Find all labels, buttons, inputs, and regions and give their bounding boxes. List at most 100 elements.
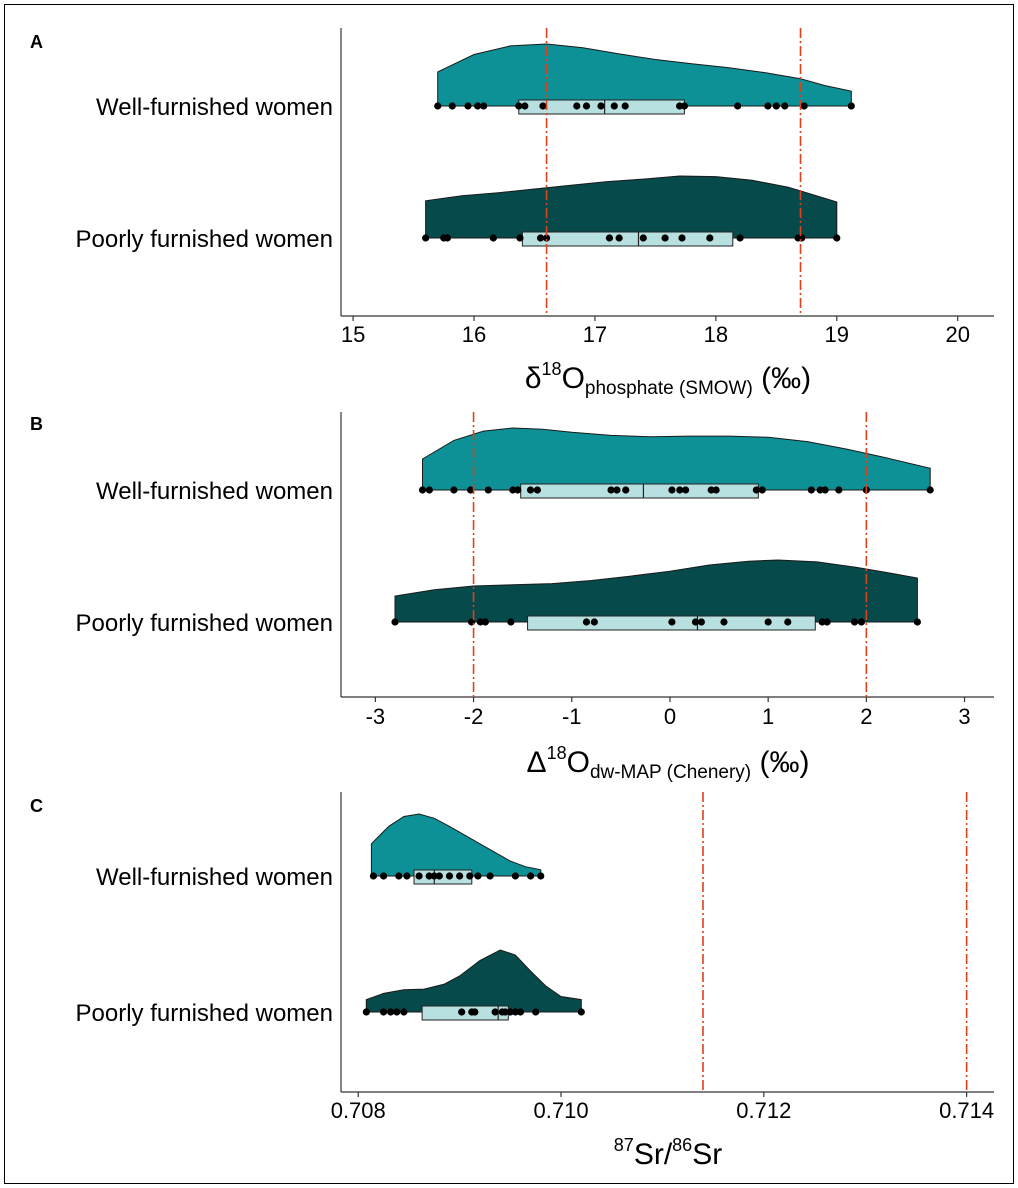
data-point — [781, 102, 789, 110]
data-point — [379, 872, 388, 880]
x-tick-label: -2 — [464, 704, 484, 729]
data-point — [736, 234, 744, 242]
data-point — [798, 234, 806, 242]
series-poorly-furnished — [391, 559, 922, 631]
panel-C: C 0.708 0.710 0.712 0.714 Well-furnished wome… — [30, 792, 994, 1171]
x-tick-label: 20 — [945, 322, 969, 347]
box-iqr — [520, 483, 759, 499]
data-point — [772, 102, 780, 110]
category-label: Well-furnished women — [96, 864, 333, 891]
data-point — [676, 486, 684, 494]
data-point — [425, 486, 433, 494]
data-point — [537, 872, 545, 880]
data-point — [615, 234, 623, 242]
data-point — [511, 1008, 520, 1016]
data-point — [481, 618, 489, 626]
x-tick-label: 0.714 — [939, 1098, 994, 1123]
panel-label: C — [30, 796, 43, 816]
data-point — [445, 872, 454, 880]
data-point — [764, 618, 772, 626]
data-point — [720, 618, 728, 626]
data-point — [764, 102, 772, 110]
data-point — [850, 618, 859, 626]
data-point — [362, 1008, 370, 1016]
data-point — [450, 486, 458, 494]
panel-label: B — [30, 414, 43, 434]
data-point — [622, 486, 630, 494]
data-point — [668, 486, 676, 494]
data-point — [521, 102, 529, 110]
series-poorly-furnished — [422, 175, 841, 247]
data-point — [400, 1008, 408, 1016]
x-axis-label: Δ18Odw-MAP (Chenery) (‰) — [527, 743, 810, 783]
x-tick-label: -1 — [562, 704, 582, 729]
x-tick-label: 18 — [704, 322, 728, 347]
data-point — [379, 1008, 388, 1016]
data-point — [734, 102, 742, 110]
data-point — [680, 102, 689, 110]
data-point — [610, 102, 618, 110]
panel-label: A — [30, 32, 43, 52]
x-axis-label: δ18Ophosphate (SMOW) (‰) — [525, 359, 811, 399]
x-axis-label: 87Sr/86Sr — [614, 1135, 722, 1171]
x-tick-label: 0 — [664, 704, 676, 729]
data-point — [682, 486, 690, 494]
data-point — [489, 234, 497, 242]
data-point — [582, 102, 591, 110]
series-well-furnished — [434, 43, 855, 115]
box-iqr — [521, 231, 734, 247]
data-point — [526, 486, 535, 494]
data-point — [536, 234, 545, 242]
category-label: Poorly furnished women — [76, 1000, 333, 1027]
data-point — [430, 872, 438, 880]
x-tick-label: 0.708 — [331, 1098, 386, 1123]
density-cloud — [370, 813, 542, 877]
data-point — [515, 102, 523, 110]
data-point — [697, 618, 705, 626]
data-point — [448, 102, 456, 110]
data-point — [613, 486, 621, 494]
data-point — [573, 102, 581, 110]
data-point — [464, 102, 472, 110]
data-point — [577, 1008, 585, 1016]
data-point — [847, 102, 855, 110]
data-point — [415, 872, 423, 880]
data-point — [425, 872, 433, 880]
data-point — [835, 486, 843, 494]
data-point — [661, 234, 669, 242]
data-point — [458, 1008, 466, 1016]
data-point — [393, 1008, 401, 1016]
density-cloud — [365, 949, 582, 1013]
data-point — [511, 872, 520, 880]
data-point — [422, 234, 430, 242]
data-point — [484, 486, 492, 494]
data-point — [758, 486, 766, 494]
data-point — [800, 102, 808, 110]
data-point — [678, 234, 686, 242]
data-point — [395, 872, 403, 880]
data-point — [514, 486, 522, 494]
data-point — [466, 872, 474, 880]
data-point — [506, 1008, 514, 1016]
data-point — [480, 102, 488, 110]
data-point — [369, 872, 378, 880]
data-point — [456, 872, 464, 880]
x-tick-label: 3 — [958, 704, 970, 729]
x-tick-label: -3 — [366, 704, 386, 729]
data-point — [434, 102, 442, 110]
data-point — [491, 1008, 499, 1016]
data-point — [471, 1008, 479, 1016]
data-point — [821, 486, 829, 494]
data-point — [597, 102, 605, 110]
data-point — [516, 234, 524, 242]
density-cloud — [425, 175, 838, 239]
data-point — [807, 486, 815, 494]
data-point — [857, 618, 866, 626]
data-point — [507, 618, 515, 626]
series-well-furnished — [418, 427, 934, 499]
panel-B: B -3 -2 -1 0 1 2 3 Well-furnished women Poorly fu… — [30, 412, 994, 783]
data-point — [706, 234, 714, 242]
category-label: Well-furnished women — [96, 478, 333, 505]
category-label: Poorly furnished women — [76, 226, 333, 253]
